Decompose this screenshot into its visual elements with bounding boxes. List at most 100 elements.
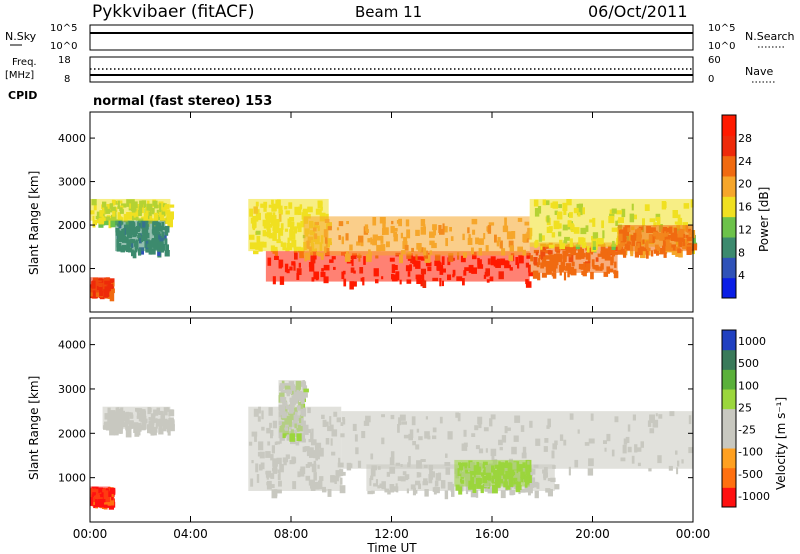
- scatter-cell: [563, 272, 567, 281]
- scatter-cell: [439, 278, 442, 287]
- noise-left-label: N.Sky: [5, 30, 37, 43]
- scatter-cell: [650, 250, 654, 257]
- scatter-cell: [132, 250, 137, 259]
- nave-tick-top: 60: [708, 55, 721, 66]
- scatter-cell: [109, 427, 114, 432]
- scatter-cell: [676, 467, 679, 475]
- scatter-cell: [303, 388, 309, 393]
- scatter-cell: [104, 288, 110, 297]
- y-tick-label: 4000: [58, 339, 86, 352]
- colorbar-swatch: [722, 448, 736, 469]
- station-title: Pykkvibaer (fitACF): [92, 2, 254, 22]
- region-6: [278, 380, 304, 434]
- region-2: [115, 220, 166, 252]
- scatter-cell: [399, 279, 402, 285]
- scatter-cell: [603, 271, 609, 277]
- colorbar-swatch: [722, 467, 736, 488]
- y-tick-label: 2000: [58, 219, 86, 232]
- scatter-cell: [92, 290, 98, 299]
- x-tick-label: 16:00: [475, 527, 510, 541]
- scatter-cell: [590, 271, 594, 280]
- scatter-cell: [528, 271, 534, 277]
- scatter-cell: [656, 250, 659, 256]
- scatter-cell: [253, 250, 259, 255]
- scatter-cell: [375, 255, 379, 259]
- power-data-marks: [90, 198, 698, 302]
- scatter-cell: [344, 253, 351, 262]
- scatter-cell: [167, 218, 173, 228]
- region-3: [341, 411, 693, 469]
- scatter-cell: [582, 272, 587, 277]
- region-8: [617, 225, 693, 252]
- scatter-cell: [470, 490, 476, 498]
- scatter-cell: [339, 485, 346, 494]
- scatter-cell: [169, 211, 174, 220]
- power-y-ticks: 1000 2000 3000 4000: [58, 132, 693, 276]
- scatter-cell: [154, 426, 158, 433]
- scatter-cell: [341, 471, 346, 476]
- scatter-cell: [646, 251, 649, 259]
- scatter-cell: [366, 254, 372, 262]
- cpid-mode: normal (fast stereo) 153: [93, 94, 272, 109]
- scatter-cell: [150, 427, 155, 436]
- velocity-data-marks: [90, 380, 694, 510]
- region-1: [90, 198, 171, 221]
- scatter-cell: [302, 385, 308, 391]
- scatter-cell: [164, 250, 170, 257]
- scatter-cell: [357, 254, 362, 258]
- y-tick-label: 4000: [58, 132, 86, 145]
- colorbar-swatch: [722, 155, 736, 177]
- scatter-cell: [505, 485, 511, 490]
- power-panel: 1000 2000 3000 4000 Slant Range [km] 4 8 12 16…: [27, 111, 771, 313]
- region-6: [529, 242, 618, 273]
- scatter-cell: [131, 249, 134, 257]
- scatter-cell: [434, 254, 441, 261]
- scatter-cell: [508, 255, 514, 262]
- scatter-cell: [658, 247, 664, 255]
- scatter-cell: [648, 247, 651, 256]
- y-tick-label: 3000: [58, 383, 86, 396]
- scatter-cell: [540, 246, 543, 250]
- colorbar-swatch: [722, 277, 736, 299]
- colorbar-tick-label: -1000: [738, 490, 770, 503]
- y-tick-label: 1000: [58, 263, 86, 276]
- colorbar-swatch: [722, 349, 736, 370]
- scatter-cell: [349, 281, 354, 290]
- scatter-cell: [444, 490, 449, 500]
- scatter-cell: [525, 281, 532, 288]
- scatter-cell: [515, 486, 521, 493]
- colorbar-tick-label: 12: [738, 223, 752, 236]
- beam-title: Beam 11: [355, 3, 422, 21]
- colorbar-swatch: [722, 216, 736, 238]
- scatter-cell: [422, 280, 427, 288]
- colorbar-tick-label: 20: [738, 178, 752, 191]
- scatter-cell: [554, 484, 560, 490]
- scatter-cell: [415, 253, 418, 261]
- noise-right-tick-top: 10^5: [708, 23, 735, 34]
- scatter-cell: [480, 485, 484, 494]
- scatter-cell: [367, 490, 374, 495]
- velocity-ylabel: Slant Range [km]: [27, 376, 41, 480]
- scatter-cell: [168, 409, 175, 417]
- scatter-cell: [518, 490, 521, 495]
- scatter-cell: [164, 229, 169, 236]
- scatter-cell: [109, 496, 114, 501]
- scatter-cell: [304, 252, 307, 262]
- scatter-cell: [509, 490, 514, 496]
- scatter-cell: [532, 270, 539, 279]
- power-colorbar-label: Power [dB]: [757, 187, 771, 252]
- scatter-cell: [303, 430, 309, 435]
- scatter-cell: [406, 253, 412, 259]
- x-tick-label: 04:00: [173, 527, 208, 541]
- scatter-cell: [110, 218, 116, 228]
- date-title: 06/Oct/2011: [588, 2, 688, 21]
- scatter-cell: [547, 489, 553, 497]
- colorbar-tick-label: -100: [738, 446, 763, 459]
- scatter-cell: [581, 271, 584, 275]
- scatter-cell: [534, 490, 539, 499]
- scatter-cell: [678, 249, 683, 258]
- scatter-cell: [108, 289, 113, 296]
- noise-panel: N.Sky 10^5 10^0 10^5 10^0 N.Search: [5, 23, 795, 52]
- scatter-cell: [424, 254, 431, 263]
- x-tick-label: 08:00: [274, 527, 309, 541]
